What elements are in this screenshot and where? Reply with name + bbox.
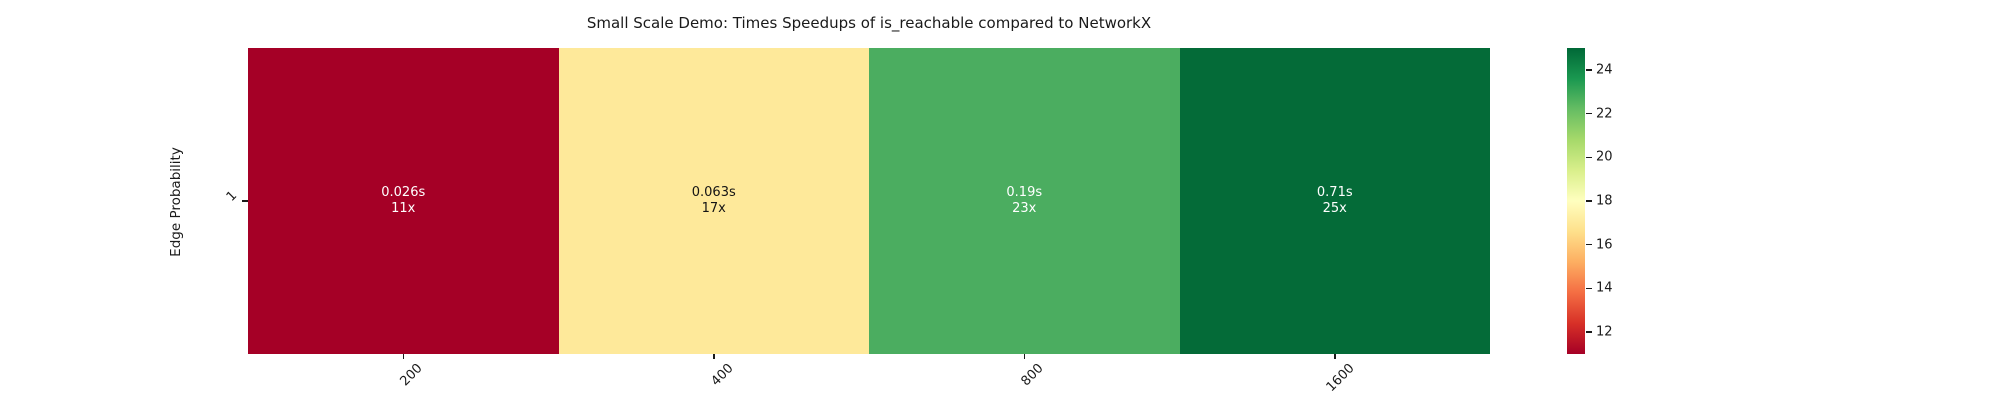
- y-axis-label: Edge Probability: [168, 147, 184, 257]
- x-tick-label: 400: [708, 361, 737, 390]
- colorbar-tick-mark: [1586, 69, 1592, 71]
- colorbar-tick-mark: [1586, 287, 1592, 290]
- x-tick-label: 200: [397, 361, 426, 390]
- colorbar-tick-mark: [1586, 156, 1592, 159]
- colorbar-tick-mark: [1586, 331, 1592, 333]
- cell-speedup-annotation: 11x: [391, 201, 416, 216]
- cell-time-annotation: 0.063s: [691, 185, 736, 200]
- chart-title: Small Scale Demo: Times Speedups of is_r…: [586, 14, 1152, 32]
- colorbar-tick-label: 22: [1596, 106, 1613, 122]
- cell-speedup-annotation: 17x: [701, 201, 726, 216]
- colorbar-tick-mark: [1586, 243, 1592, 246]
- x-tick-mark: [1023, 354, 1025, 359]
- heatmap-grid: 0.026s 11x 0.063s 17x 0.19s 23x 0.71s 25x: [248, 48, 1490, 354]
- x-tick-label: 1600: [1323, 361, 1358, 396]
- colorbar-tick-label: 24: [1596, 62, 1613, 78]
- colorbar-gradient: [1567, 48, 1585, 354]
- heatmap-cell: 0.19s 23x: [869, 48, 1180, 354]
- x-tick-mark: [1334, 354, 1336, 359]
- colorbar-tick-label: 12: [1596, 324, 1613, 340]
- cell-speedup-annotation: 25x: [1322, 201, 1347, 216]
- cell-speedup-annotation: 23x: [1012, 201, 1037, 216]
- colorbar-tick-mark: [1586, 112, 1592, 115]
- colorbar-tick-label: 20: [1596, 149, 1613, 165]
- colorbar-tick-mark: [1586, 200, 1592, 202]
- cell-time-annotation: 0.026s: [381, 185, 426, 200]
- heatmap-cell: 0.71s 25x: [1179, 48, 1490, 354]
- cell-time-annotation: 0.71s: [1316, 185, 1353, 200]
- cell-time-annotation: 0.19s: [1006, 185, 1043, 200]
- heatmap-cell: 0.063s 17x: [558, 48, 869, 354]
- y-tick-mark: [242, 200, 248, 202]
- y-tick-label: 1: [223, 188, 241, 205]
- colorbar-tick-label: 18: [1596, 193, 1613, 209]
- heatmap-cell: 0.026s 11x: [248, 48, 559, 354]
- x-tick-label: 800: [1018, 361, 1047, 390]
- x-tick-mark: [402, 354, 404, 359]
- colorbar-tick-label: 14: [1596, 280, 1613, 296]
- x-tick-mark: [713, 354, 715, 359]
- colorbar-tick-label: 16: [1596, 237, 1613, 253]
